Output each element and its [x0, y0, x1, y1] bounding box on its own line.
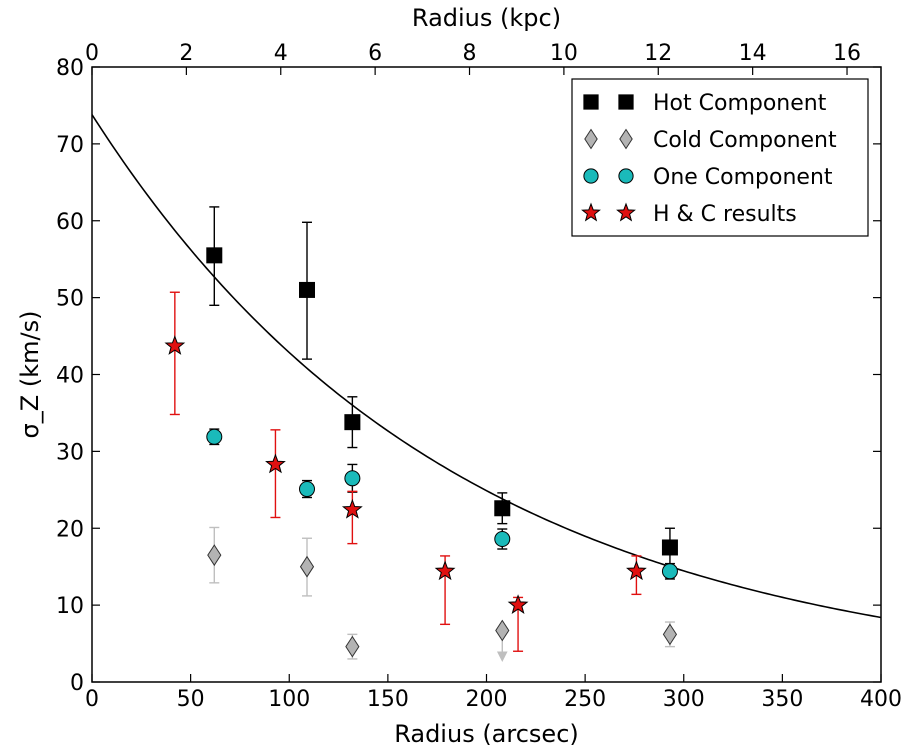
- data-point: [299, 481, 316, 498]
- data-point: [495, 619, 510, 642]
- series-1: [207, 526, 678, 663]
- data-point: [206, 247, 223, 264]
- legend-label: Cold Component: [653, 128, 837, 153]
- top-x-tick-label: 8: [463, 41, 477, 66]
- series-3: [164, 291, 647, 652]
- y-tick-label: 60: [56, 210, 84, 235]
- y-tick-label: 0: [70, 671, 84, 696]
- series-0: [206, 206, 678, 568]
- fit-curve-layer: [91, 114, 882, 619]
- plot-area: 0 50 100 150 200 250 300 350 400 0 2 4 6 8 10 12 14 16 0 10…: [56, 41, 902, 712]
- y-tick-label: 70: [56, 133, 84, 158]
- legend-marker: [616, 202, 636, 222]
- x-tick-label: 350: [761, 687, 803, 712]
- y-tick-label: 20: [56, 517, 84, 542]
- y-axis-label: σ_Z (km/s): [16, 311, 44, 439]
- top-x-tick-label: 14: [739, 41, 767, 66]
- x-tick-label: 50: [177, 687, 205, 712]
- data-point: [207, 544, 222, 567]
- data-point: [344, 470, 361, 487]
- data-point: [661, 563, 678, 580]
- data-point: [265, 453, 286, 474]
- top-x-tick-label: 4: [274, 41, 288, 66]
- data-point: [626, 560, 647, 581]
- data-point: [299, 555, 315, 578]
- data-points-layer: [164, 206, 678, 663]
- x-tick-label: 200: [466, 687, 508, 712]
- top-x-axis-label: Radius (kpc): [412, 4, 561, 32]
- legend-label: H & C results: [653, 202, 797, 227]
- x-axis-label: Radius (arcsec): [394, 720, 579, 748]
- legend-marker: [619, 128, 633, 150]
- x-tick-label: 400: [860, 687, 902, 712]
- data-point: [299, 281, 316, 298]
- data-point: [494, 500, 511, 517]
- series-2: [206, 428, 678, 580]
- data-point: [494, 531, 511, 548]
- top-x-tick-label: 10: [550, 41, 578, 66]
- y-tick-label: 40: [56, 364, 84, 389]
- data-point: [344, 414, 361, 431]
- y-tick-label: 10: [56, 594, 84, 619]
- x-tick-label: 300: [663, 687, 705, 712]
- top-x-tick-label: 12: [644, 41, 672, 66]
- data-point: [507, 594, 529, 614]
- legend-marker: [618, 168, 634, 184]
- x-tick-label: 150: [367, 687, 409, 712]
- x-tick-label: 0: [85, 687, 99, 712]
- top-x-tick-label: 2: [179, 41, 193, 66]
- y-tick-label: 50: [56, 287, 84, 312]
- legend: Hot Component Cold Component One Component…: [571, 78, 869, 237]
- top-x-tick-label: 0: [85, 41, 99, 66]
- y-tick-label: 30: [56, 440, 84, 465]
- legend-marker: [618, 94, 634, 110]
- data-point: [341, 498, 363, 519]
- legend-marker: [583, 94, 599, 110]
- fit-curve: [91, 114, 882, 619]
- data-point: [662, 623, 678, 646]
- data-point: [345, 635, 360, 658]
- x-tick-label: 250: [564, 687, 606, 712]
- legend-marker: [583, 168, 599, 184]
- legend-label: One Component: [653, 165, 833, 190]
- axis-ticks-layer: 0 50 100 150 200 250 300 350 400 0 2 4 6 8 10 12 14 16 0 10…: [56, 41, 902, 712]
- legend-marker: [581, 202, 601, 222]
- upper-limit-arrow: [496, 651, 508, 663]
- data-point: [661, 539, 678, 556]
- data-point: [164, 335, 186, 355]
- top-x-tick-label: 16: [833, 41, 861, 66]
- top-x-tick-label: 6: [368, 41, 382, 66]
- data-point: [206, 428, 223, 445]
- legend-marker: [584, 128, 598, 150]
- y-tick-label: 80: [56, 56, 84, 81]
- legend-label: Hot Component: [653, 91, 827, 116]
- data-point: [434, 560, 456, 581]
- x-tick-label: 100: [268, 687, 310, 712]
